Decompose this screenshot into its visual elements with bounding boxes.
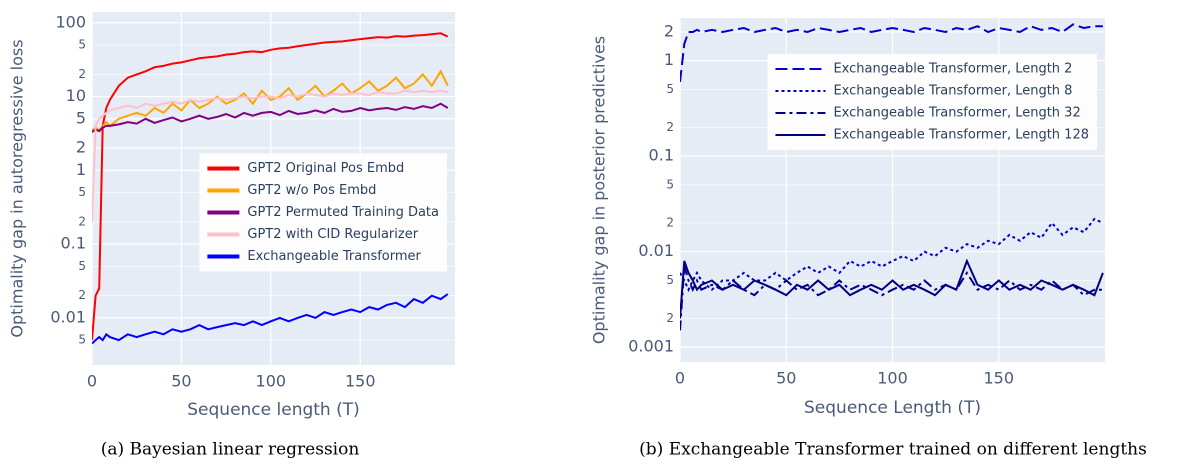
x-axis-label: Sequence length (T) [187, 400, 360, 420]
y-tick-label: 1 [76, 160, 86, 179]
series-line [680, 23, 1103, 83]
y-tick-label: 0.1 [61, 234, 86, 253]
legend-label: GPT2 Permuted Training Data [247, 205, 439, 220]
y-tick-label: 5 [78, 333, 86, 347]
y-tick-label: 5 [76, 108, 86, 127]
legend: Exchangeable Transformer, Length 2 Exchan… [767, 54, 1097, 150]
y-tick-label: 0.01 [50, 307, 86, 326]
series-line [92, 102, 449, 133]
y-tick-label: 0.001 [628, 337, 674, 356]
y-tick-label: 0.01 [638, 241, 674, 260]
caption: (a) Bayesian linear regression [101, 440, 360, 460]
y-axis-label: Optimality gap in autoregressive loss [8, 39, 27, 337]
legend: GPT2 Original Pos Embd GPT2 w/o Pos Embd G… [199, 153, 447, 272]
y-tick-label: 2 [78, 288, 86, 302]
legend-box [199, 153, 447, 272]
y-tick-label: 5 [78, 37, 86, 51]
y-tick-label: 5 [78, 259, 86, 273]
y-tick-label: 2 [78, 214, 86, 228]
y-tick-label: 2 [76, 138, 86, 157]
x-tick-label: 100 [877, 369, 908, 388]
legend-label: Exchangeable Transformer, Length 8 [833, 84, 1072, 99]
x-tick-label: 150 [345, 372, 376, 391]
x-tick-label: 0 [675, 369, 685, 388]
legend-label: Exchangeable Transformer, Length 2 [833, 62, 1072, 77]
legend-label: GPT2 Original Pos Embd [247, 161, 404, 176]
series-line [92, 89, 448, 222]
y-tick-label: 100 [55, 12, 86, 31]
caption: (b) Exchangeable Transformer trained on … [639, 440, 1147, 460]
y-tick-label: 5 [666, 273, 674, 287]
x-tick-label: 50 [776, 369, 796, 388]
series-line [92, 32, 449, 341]
y-tick-label: 10 [66, 86, 86, 105]
legend-label: Exchangeable Transformer, Length 128 [833, 128, 1089, 143]
y-tick-label: 5 [78, 185, 86, 199]
y-tick-label: 2 [664, 21, 674, 40]
series-line [92, 293, 449, 345]
x-tick-label: 100 [256, 372, 287, 391]
y-tick-label: 1 [664, 50, 674, 69]
y-tick-label: 5 [666, 177, 674, 191]
legend-label: GPT2 w/o Pos Embd [247, 183, 376, 198]
y-tick-label: 2 [666, 311, 674, 325]
legend-label: Exchangeable Transformer, Length 32 [833, 106, 1080, 121]
y-tick-label: 0.1 [649, 146, 674, 165]
x-tick-label: 150 [983, 369, 1014, 388]
legend-label: Exchangeable Transformer [247, 249, 421, 264]
series-line [680, 258, 1104, 319]
x-axis-label: Sequence Length (T) [804, 398, 981, 418]
x-tick-label: 50 [171, 372, 191, 391]
legend-label: GPT2 with CID Regularizer [247, 227, 418, 242]
y-tick-label: 2 [666, 215, 674, 229]
y-axis-label: Optimality gap in posterior predictives [590, 36, 609, 344]
y-tick-label: 2 [78, 67, 86, 81]
y-tick-label: 2 [666, 120, 674, 134]
series-line [680, 217, 1104, 293]
x-tick-label: 0 [87, 372, 97, 391]
y-tick-label: 5 [666, 82, 674, 96]
